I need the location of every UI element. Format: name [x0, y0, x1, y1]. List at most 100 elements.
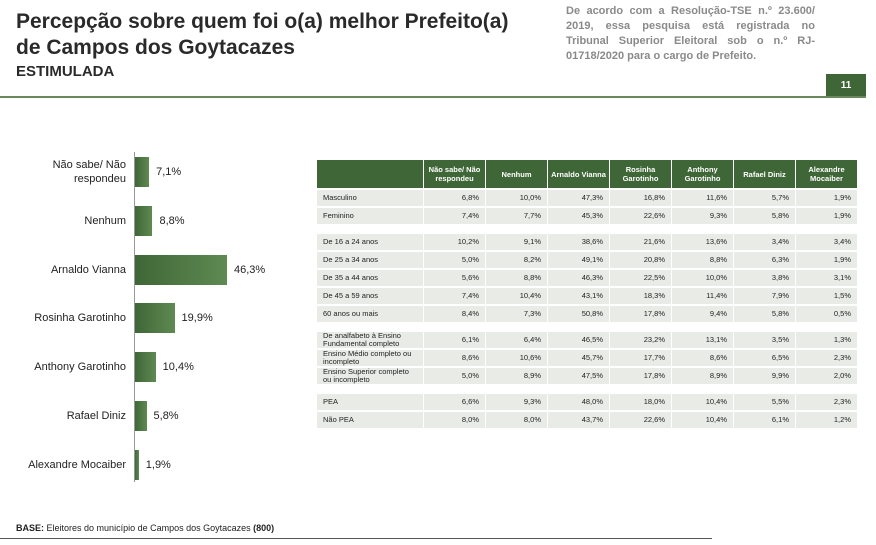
- cell: 2,3%: [795, 392, 857, 411]
- cell: 3,1%: [795, 268, 857, 287]
- row-label: De 35 a 44 anos: [317, 268, 424, 287]
- table-row: De analfabeto à Ensino Fundamental compl…: [317, 330, 857, 349]
- bar: [135, 205, 153, 236]
- table-row: Ensino Médio completo ou incompleto 8,6% 1…: [317, 348, 857, 367]
- value-label: 8,8%: [159, 214, 185, 227]
- cell: 10,0%: [671, 268, 734, 287]
- cell: 45,3%: [547, 206, 610, 224]
- cell: 7,3%: [485, 304, 548, 322]
- cell: 5,0%: [423, 250, 486, 269]
- bar: [135, 157, 150, 187]
- cell: 6,3%: [733, 250, 796, 269]
- cell: 5,7%: [733, 188, 796, 207]
- footer-rule: [0, 538, 712, 539]
- column-header: Rafael Diniz: [733, 160, 796, 189]
- bar: [135, 254, 227, 285]
- bar: [135, 303, 175, 334]
- cell: 5,5%: [733, 392, 796, 411]
- cell: 47,3%: [547, 188, 610, 207]
- cell: 9,4%: [671, 304, 734, 322]
- row-label: De analfabeto à Ensino Fundamental compl…: [317, 330, 424, 349]
- bar: [135, 401, 147, 431]
- cell: 8,8%: [485, 268, 548, 287]
- cell: 8,9%: [485, 366, 548, 384]
- cell: 7,4%: [423, 286, 486, 305]
- cell: 6,6%: [423, 392, 486, 411]
- column-header: Nenhum: [485, 160, 548, 189]
- cell: 6,4%: [485, 330, 548, 349]
- row-label: Não PEA: [317, 410, 424, 428]
- cell: 11,6%: [671, 188, 734, 207]
- cell: 6,1%: [423, 330, 486, 349]
- bar: [135, 449, 139, 480]
- cell: 5,6%: [423, 268, 486, 287]
- cell: 1,9%: [795, 188, 857, 207]
- category-label: Anthony Garotinho: [34, 361, 126, 374]
- spacer: [317, 322, 857, 331]
- value-label: 10,4%: [162, 361, 194, 374]
- cell: 8,0%: [485, 410, 548, 428]
- cell: 10,4%: [671, 410, 734, 428]
- spacer-cell: [317, 224, 857, 233]
- title-line: de Campos dos Goytacazes: [16, 36, 295, 59]
- cell: 1,5%: [795, 286, 857, 305]
- cell: 21,6%: [609, 232, 672, 251]
- base-count: (800): [253, 523, 275, 533]
- table-row: Não PEA 8,0% 8,0% 43,7% 22,6% 10,4% 6,1% 1,2%: [317, 410, 857, 428]
- cell: 18,3%: [609, 286, 672, 305]
- cell: 49,1%: [547, 250, 610, 269]
- row-label: Feminino: [317, 206, 424, 224]
- cell: 20,8%: [609, 250, 672, 269]
- cell: 9,3%: [485, 392, 548, 411]
- cell: 10,4%: [485, 286, 548, 305]
- column-header: Arnaldo Vianna: [547, 160, 610, 189]
- bar: [135, 352, 156, 383]
- cell: 43,1%: [547, 286, 610, 305]
- category-label: Alexandre Mocaiber: [28, 458, 126, 471]
- table: Não sabe/ Não respondeu Nenhum Arnaldo Via…: [317, 160, 857, 428]
- category-label: Rafael Diniz: [66, 410, 126, 422]
- subtitle: ESTIMULADA: [16, 63, 115, 80]
- cell: 9,9%: [733, 366, 796, 384]
- table-row: Feminino 7,4% 7,7% 45,3% 22,6% 9,3% 5,8% 1,9%: [317, 206, 857, 224]
- row-label: De 45 a 59 anos: [317, 286, 424, 305]
- cell: 3,4%: [795, 232, 857, 251]
- cell: 10,4%: [671, 392, 734, 411]
- cell: 9,3%: [671, 206, 734, 224]
- cell: 38,6%: [547, 232, 610, 251]
- value-label: 7,1%: [156, 166, 182, 178]
- row-label: Ensino Médio completo ou incompleto: [317, 348, 424, 367]
- cell: 6,8%: [423, 188, 486, 207]
- cell: 8,8%: [671, 250, 734, 269]
- cell: 11,4%: [671, 286, 734, 305]
- row-label: 60 anos ou mais: [317, 304, 424, 322]
- cell: 8,9%: [671, 366, 734, 384]
- cell: 17,7%: [609, 348, 672, 367]
- cell: 7,7%: [485, 206, 548, 224]
- cell: 10,6%: [485, 348, 548, 367]
- cell: 2,0%: [795, 366, 857, 384]
- value-label: 46,3%: [234, 263, 266, 276]
- value-label: 5,8%: [153, 410, 179, 422]
- cell: 2,3%: [795, 348, 857, 367]
- cell: 6,5%: [733, 348, 796, 367]
- header-row: Não sabe/ Não respondeu Nenhum Arnaldo Via…: [317, 160, 857, 189]
- cell: 7,4%: [423, 206, 486, 224]
- cell: 1,9%: [795, 250, 857, 269]
- cell: 3,4%: [733, 232, 796, 251]
- cell: 22,6%: [609, 410, 672, 428]
- cell: 46,5%: [547, 330, 610, 349]
- cell: 8,6%: [423, 348, 486, 367]
- cell: 50,8%: [547, 304, 610, 322]
- value-label: 19,9%: [181, 312, 213, 325]
- table-row: De 45 a 59 anos 7,4% 10,4% 43,1% 18,3% 11,4% 7…: [317, 286, 857, 305]
- cell: 46,3%: [547, 268, 610, 287]
- cell: 1,2%: [795, 410, 857, 428]
- column-header: Alexandre Mocaiber: [795, 160, 857, 189]
- cell: 17,8%: [609, 304, 672, 322]
- cell: 22,6%: [609, 206, 672, 224]
- cell: 48,0%: [547, 392, 610, 411]
- title-line: Percepção sobre quem foi o(a) melhor Pre…: [16, 10, 509, 33]
- category-label: Nenhum: [84, 214, 126, 227]
- cell: 1,3%: [795, 330, 857, 349]
